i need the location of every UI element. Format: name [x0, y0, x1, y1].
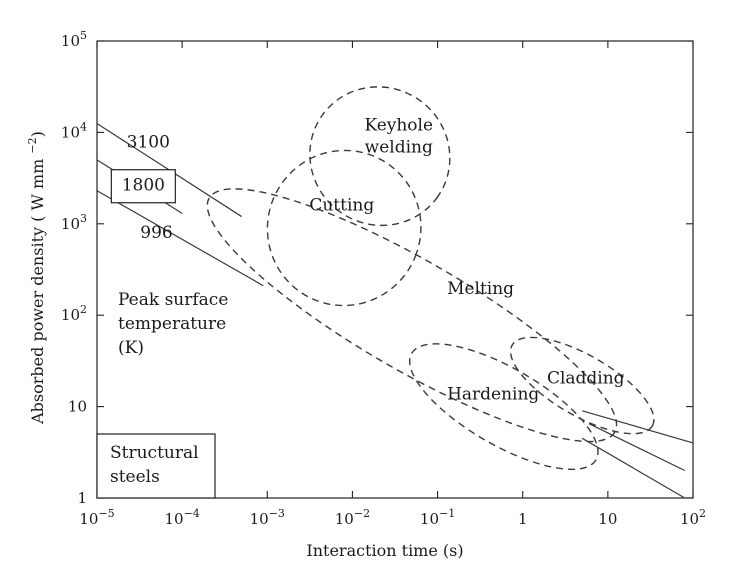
x-tick-label: 10−2	[335, 507, 370, 528]
y-tick-label: 1	[77, 489, 87, 507]
plot-area	[96, 40, 694, 499]
x-axis-label: Interaction time (s)	[306, 541, 463, 560]
isotherm-label-3100: 3100	[127, 133, 170, 153]
peak-surface-temperature-label: Peak surface temperature (K)	[118, 290, 228, 358]
material-label: Structural steels	[110, 443, 199, 487]
x-tick-label: 10−3	[250, 507, 285, 528]
y-tick-label: 104	[61, 120, 87, 141]
isotherm-line-996-right	[581, 437, 686, 499]
axis-ticks: 10−5 10−4 10−3 10−2 10−1 1 10 102 1 10 102 103 104 10…	[26, 29, 706, 560]
region-ellipse-melting	[206, 188, 618, 443]
x-tick-label: 1	[518, 510, 528, 528]
isotherm-label-996: 996	[140, 223, 172, 243]
region-label-keyhole-welding: Keyhole welding	[364, 115, 433, 157]
annotations: 3100 996 1800 Keyhole welding Cutting Melting H…	[96, 115, 625, 499]
isotherm-1800-box	[110, 169, 176, 204]
region-ellipse-hardening	[408, 343, 599, 471]
isotherm-line-3100-right	[582, 410, 694, 444]
region-label-cladding: Cladding	[547, 368, 625, 388]
x-tick-label: 10−1	[420, 507, 455, 528]
x-tick-label: 10−4	[164, 507, 199, 528]
material-box	[96, 433, 216, 499]
region-ellipse-cutting	[266, 149, 422, 307]
x-tick-label: 10−5	[79, 507, 114, 528]
isotherm-line-996	[96, 190, 264, 287]
y-tick-label: 10	[68, 398, 87, 416]
plot-frame	[96, 40, 694, 499]
y-axis-label: Absorbed power density ( W mm −2)	[26, 131, 47, 425]
region-label-hardening: Hardening	[447, 384, 539, 404]
x-tick-label: 102	[680, 507, 706, 528]
y-tick-label: 105	[61, 29, 87, 50]
region-ellipse-keyhole-welding	[309, 86, 451, 227]
y-tick-label: 102	[61, 303, 87, 324]
region-label-melting: Melting	[447, 279, 514, 299]
region-label-cutting: Cutting	[309, 195, 374, 215]
y-tick-label: 103	[61, 212, 87, 233]
x-tick-label: 10	[598, 510, 617, 528]
region-ellipse-cladding	[509, 336, 655, 435]
isotherm-line-1800-right	[588, 423, 686, 472]
isotherm-label-1800: 1800	[122, 176, 165, 196]
